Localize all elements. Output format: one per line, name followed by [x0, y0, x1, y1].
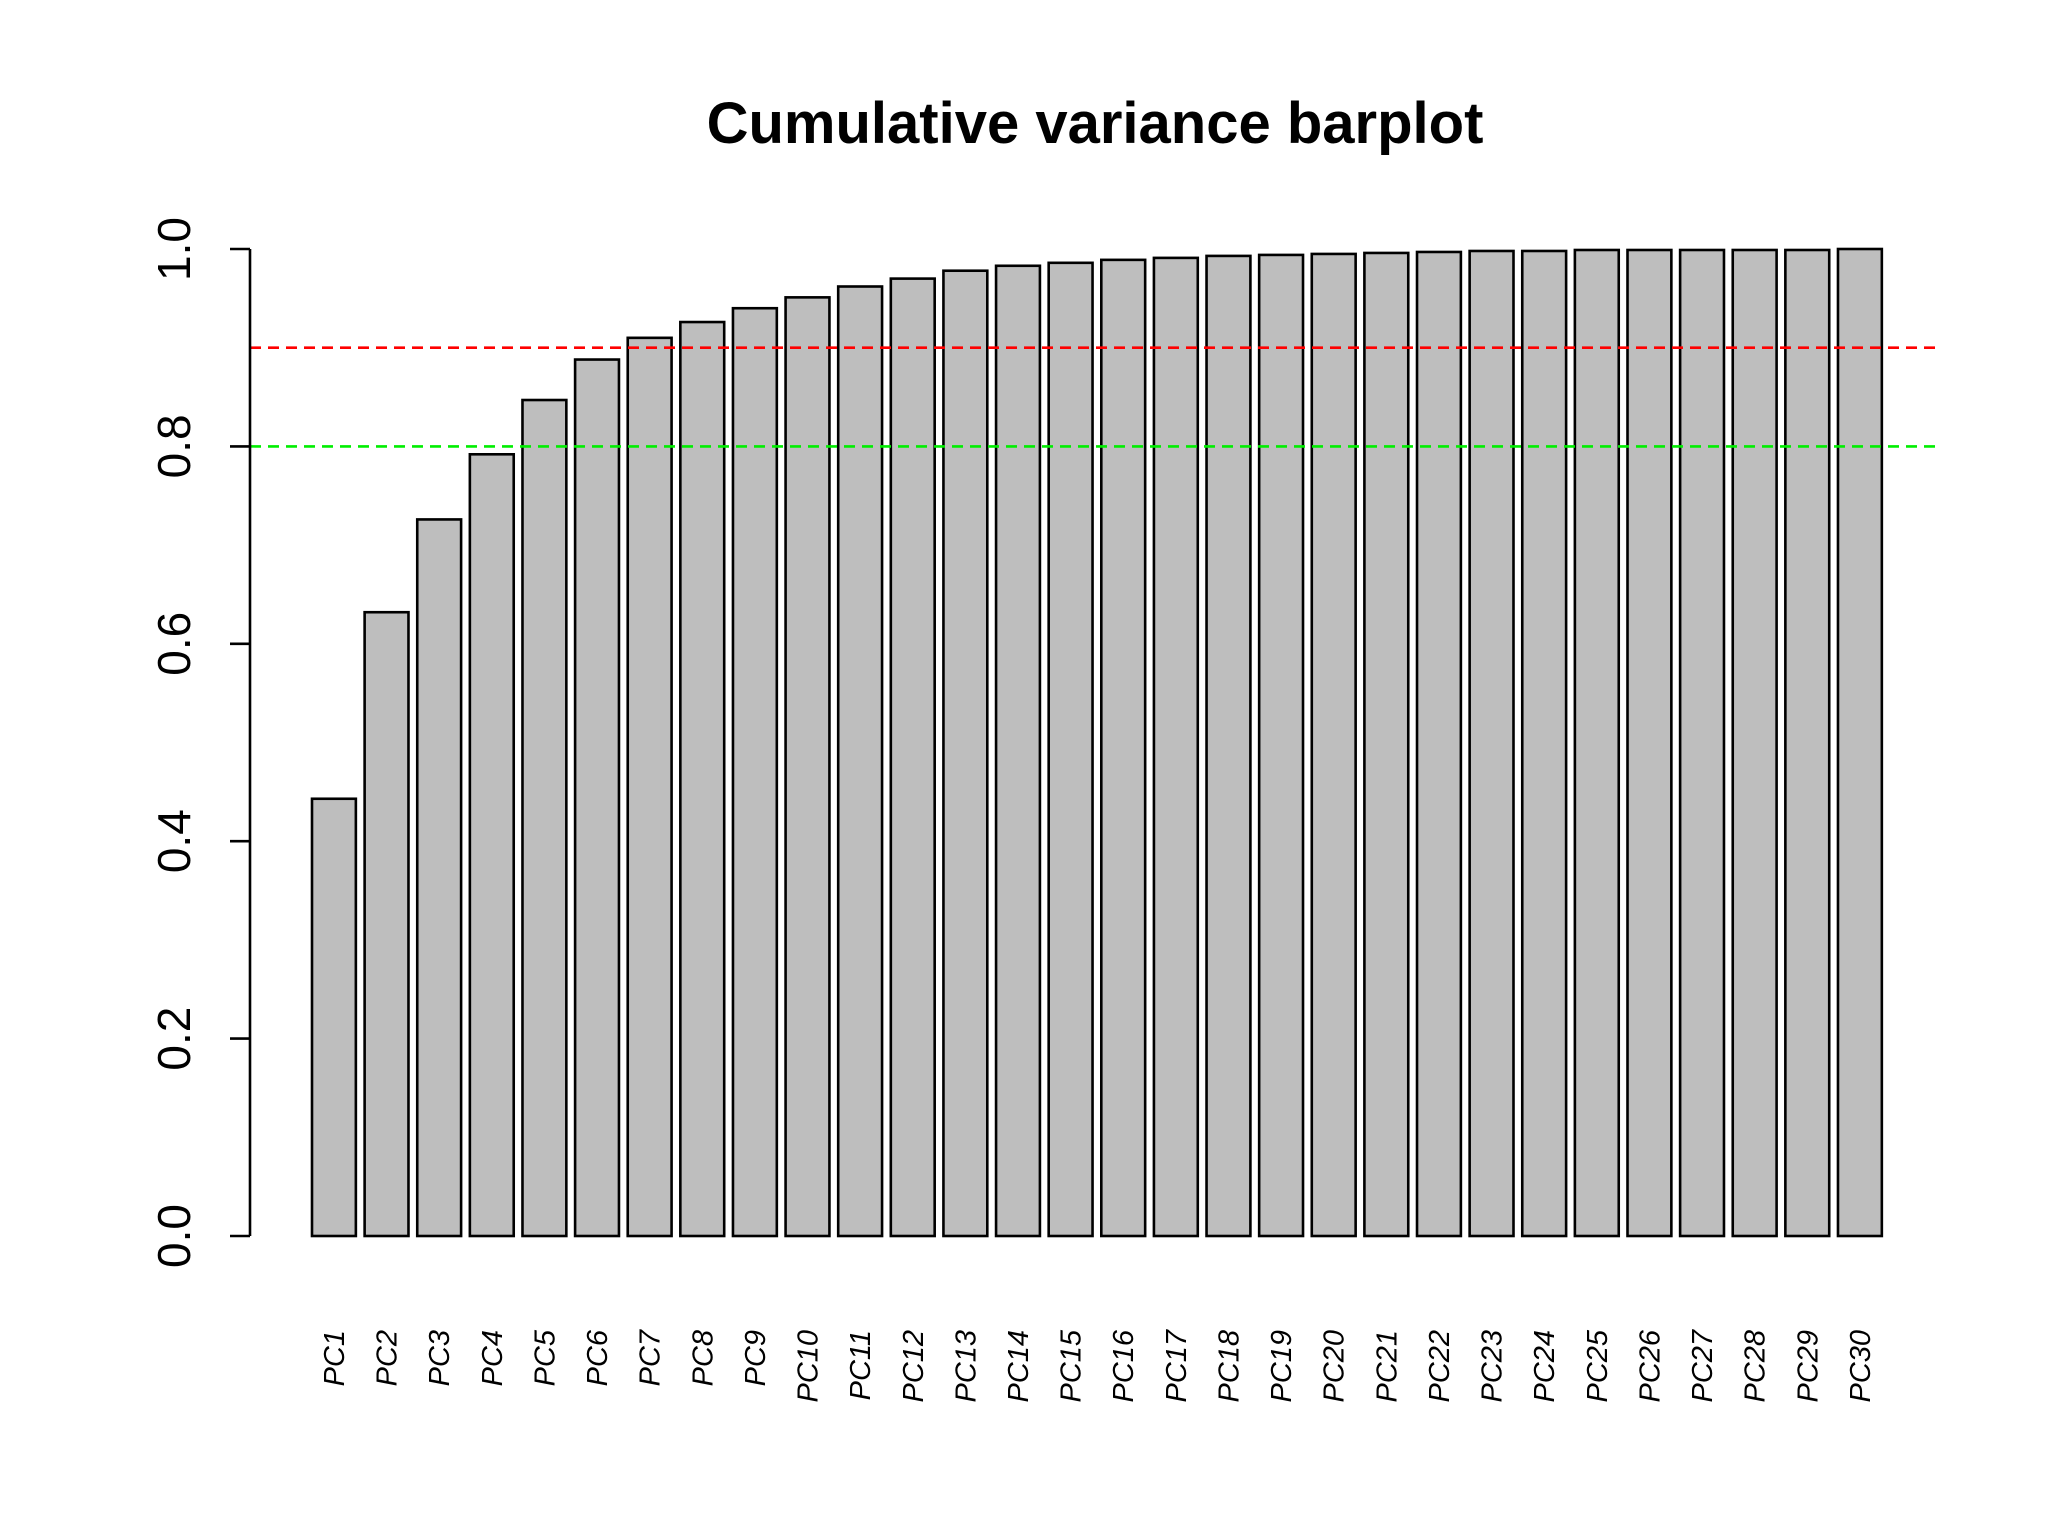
x-tick-label-pc24: PC24 [1529, 1330, 1561, 1403]
x-tick-label-pc18: PC18 [1213, 1330, 1245, 1403]
y-tick-label: 0.0 [148, 1204, 200, 1268]
bar-pc14 [994, 264, 1042, 1238]
x-tick-label-pc28: PC28 [1740, 1330, 1772, 1403]
bar-pc13 [942, 269, 989, 1238]
bar-pc4 [468, 452, 516, 1238]
bar-pc22 [1415, 250, 1463, 1238]
x-tick-label-pc16: PC16 [1108, 1329, 1140, 1402]
x-tick-label-pc5: PC5 [529, 1329, 561, 1386]
x-tick-label-pc25: PC25 [1582, 1329, 1614, 1402]
chart-title: Cumulative variance barplot [707, 91, 1484, 156]
x-tick-label-pc15: PC15 [1056, 1329, 1088, 1402]
bar-pc15 [1047, 261, 1094, 1238]
bar-pc8 [679, 320, 726, 1238]
bar-pc9 [731, 306, 779, 1238]
x-tick-label-pc19: PC19 [1266, 1330, 1298, 1403]
x-tick-label-pc8: PC8 [687, 1330, 719, 1386]
x-tick-label-pc30: PC30 [1845, 1330, 1877, 1403]
x-tick-labels: PC1 PC2 PC3 PC4 PC5 PC6 PC7 PC8 PC9 PC10 PC11 PC12 P… [319, 1328, 1877, 1402]
bar-pc17 [1152, 256, 1200, 1238]
x-tick-label-pc1: PC1 [319, 1330, 351, 1386]
bar-pc20 [1310, 252, 1357, 1238]
bar-pc21 [1363, 251, 1410, 1238]
bar-pc1 [310, 797, 358, 1238]
bar-pc12 [889, 277, 936, 1238]
bar-pc19 [1257, 253, 1305, 1238]
bar-pc7 [626, 336, 673, 1238]
x-tick-label-pc7: PC7 [635, 1328, 667, 1386]
x-tick-label-pc22: PC22 [1424, 1330, 1456, 1403]
x-tick-label-pc3: PC3 [424, 1330, 456, 1386]
bars-group [310, 247, 1884, 1238]
x-tick-label-pc12: PC12 [898, 1330, 930, 1403]
y-tick-label: 1.0 [148, 217, 200, 281]
y-tick-label: 0.4 [148, 809, 200, 873]
x-tick-label-pc14: PC14 [1003, 1330, 1035, 1403]
x-tick-label-pc17: PC17 [1161, 1328, 1193, 1402]
bar-pc30 [1836, 247, 1884, 1238]
bar-pc2 [363, 610, 410, 1238]
y-tick-label: 0.6 [148, 612, 200, 676]
x-tick-label-pc6: PC6 [582, 1329, 614, 1386]
y-axis: 0.0 0.2 0.4 0.6 0.8 1.0 [148, 217, 252, 1268]
bar-pc27 [1678, 248, 1726, 1238]
x-tick-label-pc9: PC9 [740, 1330, 772, 1386]
x-tick-label-pc26: PC26 [1634, 1329, 1666, 1402]
y-tick-label: 0.2 [148, 1007, 200, 1071]
x-tick-label-pc21: PC21 [1371, 1330, 1403, 1403]
bar-pc28 [1731, 248, 1778, 1238]
bar-pc29 [1784, 248, 1831, 1238]
bar-pc24 [1520, 249, 1568, 1238]
bar-pc3 [415, 518, 463, 1238]
bar-pc6 [573, 358, 621, 1238]
bar-pc23 [1468, 249, 1515, 1238]
bar-pc26 [1626, 248, 1673, 1238]
y-tick-label: 0.8 [148, 414, 200, 478]
bar-pc25 [1573, 248, 1621, 1238]
bar-pc5 [521, 398, 568, 1238]
x-tick-label-pc20: PC20 [1319, 1330, 1351, 1403]
bar-pc16 [1100, 258, 1147, 1238]
x-tick-label-pc27: PC27 [1687, 1328, 1719, 1402]
x-tick-label-pc23: PC23 [1477, 1330, 1509, 1403]
x-tick-label-pc4: PC4 [477, 1330, 509, 1386]
x-tick-label-pc29: PC29 [1792, 1330, 1824, 1403]
x-tick-label-pc2: PC2 [372, 1330, 404, 1386]
bar-pc10 [784, 296, 831, 1238]
reference-lines-group [250, 346, 1940, 448]
x-tick-label-pc11: PC11 [845, 1330, 877, 1400]
bar-pc11 [836, 285, 884, 1238]
x-tick-label-pc10: PC10 [793, 1330, 825, 1403]
x-tick-label-pc13: PC13 [950, 1330, 982, 1403]
bar-pc18 [1205, 254, 1252, 1238]
